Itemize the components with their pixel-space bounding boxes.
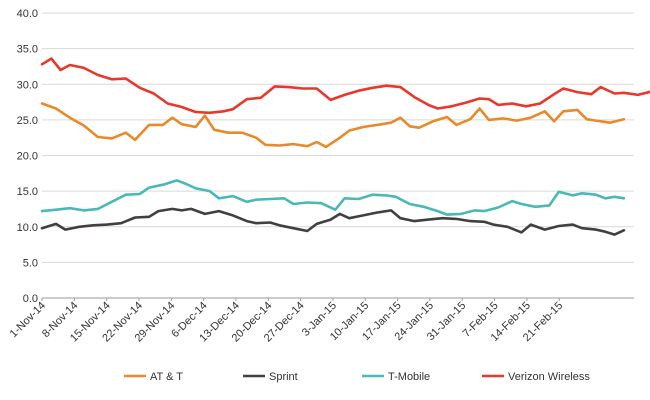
series-line-at-t (40, 102, 626, 149)
y-tick-label: 35.0 (17, 44, 38, 56)
y-tick-label: 40.0 (17, 8, 38, 20)
y-axis: 0.0 5.0 10.0 15.0 20.0 25.0 30.0 35.0 40.0 (17, 8, 38, 305)
series-line-t-mobile (40, 179, 626, 216)
legend-label-verizon-wireless: Verizon Wireless (508, 371, 590, 383)
y-tick-label: 25.0 (17, 115, 38, 127)
x-axis: 1-Nov-148-Nov-1415-Nov-1422-Nov-1429-Nov… (8, 298, 565, 344)
y-tick-label: 10.0 (17, 222, 38, 234)
y-tick-label: 20.0 (17, 151, 38, 163)
y-tick-label: 5.0 (23, 257, 38, 269)
series-lines (40, 57, 650, 236)
legend-label-at-t: AT & T (150, 371, 183, 383)
series-line-verizon-wireless (40, 57, 650, 115)
legend-label-t-mobile: T-Mobile (388, 371, 430, 383)
legend: AT & T Sprint T-Mobile Verizon Wireless (124, 371, 590, 383)
series-line-sprint (40, 207, 626, 236)
gridlines (42, 12, 634, 299)
y-tick-label: 30.0 (17, 79, 38, 91)
y-tick-label: 15.0 (17, 186, 38, 198)
y-tick-label: 0.0 (23, 293, 38, 305)
legend-label-sprint: Sprint (269, 371, 298, 383)
